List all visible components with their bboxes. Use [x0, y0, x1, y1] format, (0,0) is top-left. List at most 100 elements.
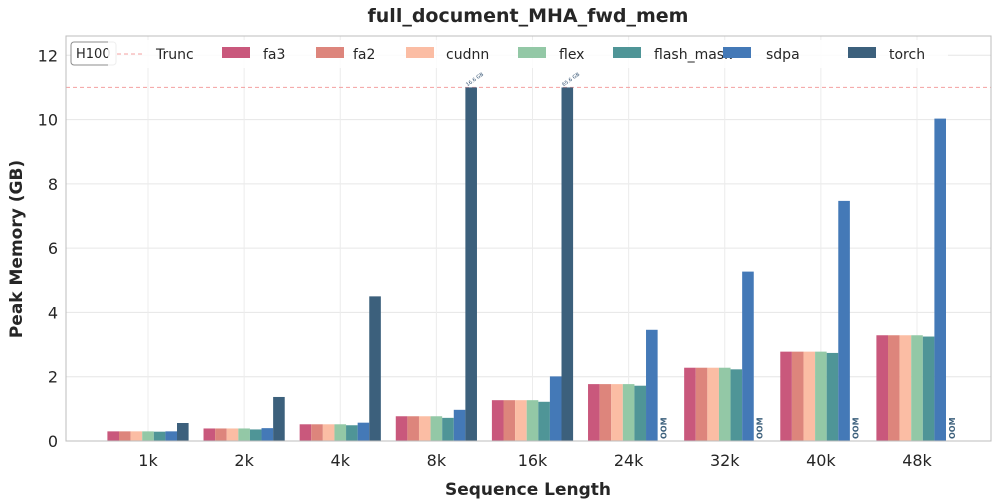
x-tick-label: 8k	[427, 451, 447, 470]
bar-flex-40k	[815, 351, 827, 441]
bar-flash_mask-8k	[442, 417, 454, 441]
y-axis-label: Peak Memory (GB)	[7, 160, 27, 338]
bar-flex-2k	[238, 428, 250, 441]
bar-fa3-16k	[491, 400, 504, 441]
bar-fa2-4k	[311, 424, 323, 441]
bar-cudnn-1k	[130, 431, 143, 441]
bar-fa2-48k	[888, 335, 900, 441]
bar-cudnn-16k	[515, 400, 527, 441]
legend-label-cudnn: cudnn	[446, 47, 489, 63]
bar-fa3-1k	[107, 431, 119, 441]
legend-trunc-label: Trunc	[155, 47, 194, 63]
x-tick-label: 16k	[518, 451, 548, 470]
oom-label: OOM	[659, 417, 668, 439]
bar-fa3-40k	[780, 351, 792, 441]
plot-background	[66, 36, 991, 441]
bar-fa3-24k	[588, 384, 600, 441]
bar-fa3-32k	[684, 367, 696, 441]
x-tick-label: 48k	[902, 451, 932, 470]
bar-sdpa-24k	[646, 329, 658, 441]
legend-swatch-torch	[848, 47, 876, 58]
bar-flash_mask-24k	[634, 385, 647, 441]
bar-fa2-32k	[695, 367, 708, 441]
x-tick-label: 2k	[234, 451, 254, 470]
bar-fa2-2k	[215, 428, 227, 441]
legend-swatch-cudnn	[406, 47, 434, 58]
bar-sdpa-2k	[261, 428, 274, 441]
legend-label-flex: flex	[559, 47, 584, 63]
x-axis-label: Sequence Length	[445, 480, 611, 500]
bar-flex-24k	[622, 384, 635, 441]
bar-fa2-24k	[599, 384, 612, 441]
bar-flash_mask-4k	[346, 425, 358, 441]
x-tick-label: 1k	[138, 451, 158, 470]
bar-fa2-8k	[407, 416, 419, 441]
legend-label-fa2: fa2	[353, 47, 375, 63]
legend-label-sdpa: sdpa	[766, 47, 800, 63]
y-tick-label: 10	[38, 111, 58, 130]
bar-flex-48k	[911, 335, 923, 441]
bar-cudnn-24k	[611, 384, 623, 441]
bar-flash_mask-40k	[826, 352, 839, 441]
bar-cudnn-2k	[226, 428, 239, 441]
y-tick-label: 0	[48, 432, 58, 451]
bar-cudnn-32k	[707, 367, 719, 441]
bar-fa3-4k	[299, 424, 312, 441]
legend-label-flash_mask: flash_mask	[654, 47, 733, 63]
bar-torch-8k	[465, 87, 477, 441]
bar-fa2-16k	[503, 400, 516, 441]
oom-label: OOM	[852, 417, 861, 439]
legend-swatch-flex	[518, 47, 546, 58]
bar-sdpa-40k	[838, 200, 850, 441]
bar-flex-4k	[334, 424, 347, 441]
bar-flash_mask-16k	[538, 401, 550, 441]
bar-torch-16k	[561, 87, 574, 441]
bar-sdpa-32k	[742, 271, 754, 441]
bar-sdpa-48k	[934, 118, 946, 441]
bar-flash_mask-48k	[922, 336, 935, 441]
y-tick-label: 8	[48, 175, 58, 194]
bar-fa3-2k	[203, 428, 216, 441]
legend-swatch-flash_mask	[613, 47, 641, 58]
bar-flex-8k	[430, 416, 443, 441]
legend-label-fa3: fa3	[263, 47, 285, 63]
bar-sdpa-4k	[357, 422, 370, 441]
bar-sdpa-16k	[549, 376, 562, 441]
x-tick-label: 24k	[614, 451, 644, 470]
badge-label: H100	[76, 47, 111, 62]
oom-label: OOM	[948, 417, 957, 439]
bar-flex-1k	[142, 431, 154, 441]
legend-swatch-fa2	[316, 47, 344, 58]
bar-cudnn-4k	[322, 424, 335, 441]
bar-flash_mask-2k	[249, 429, 262, 441]
y-tick-label: 12	[38, 46, 58, 65]
legend-swatch-fa3	[222, 47, 250, 58]
legend-swatch-sdpa	[723, 47, 751, 58]
bar-flash_mask-1k	[153, 431, 166, 441]
bar-cudnn-8k	[418, 416, 431, 441]
bar-cudnn-48k	[899, 335, 912, 441]
legend-label-torch: torch	[889, 47, 925, 63]
y-tick-label: 4	[48, 303, 58, 322]
bar-torch-4k	[369, 296, 381, 441]
bar-cudnn-40k	[803, 351, 816, 441]
plot-frame	[65, 35, 992, 442]
chart-title: full_document_MHA_fwd_mem	[368, 5, 689, 27]
x-tick-label: 32k	[710, 451, 740, 470]
bar-torch-2k	[273, 396, 285, 441]
y-tick-label: 2	[48, 368, 58, 387]
bar-fa3-48k	[876, 335, 888, 441]
bar-fa3-8k	[395, 416, 408, 441]
bar-fa2-1k	[119, 431, 131, 441]
bar-flex-32k	[718, 367, 731, 441]
x-tick-label: 40k	[806, 451, 836, 470]
oom-label: OOM	[756, 417, 765, 439]
bar-flash_mask-32k	[730, 369, 743, 441]
y-tick-label: 6	[48, 239, 58, 258]
bar-fa2-40k	[791, 351, 804, 441]
bar-sdpa-8k	[453, 409, 466, 441]
bar-sdpa-1k	[165, 431, 177, 441]
bar-flex-16k	[526, 400, 539, 441]
